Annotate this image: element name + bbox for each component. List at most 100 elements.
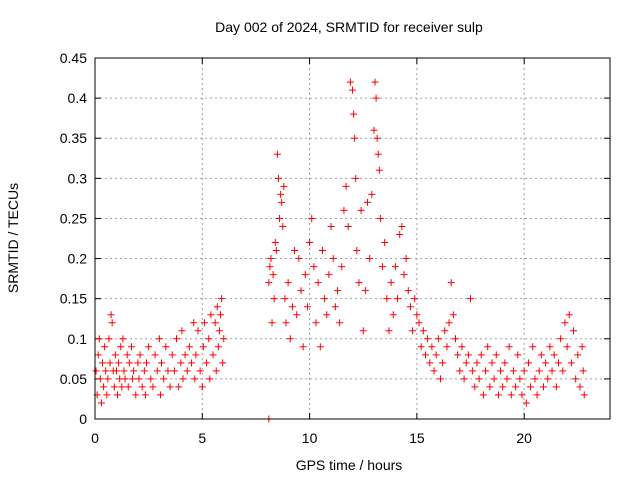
data-point-marker: [499, 383, 507, 391]
x-tick-label: 10: [302, 430, 318, 446]
data-point-marker: [486, 383, 494, 391]
data-point-marker: [370, 126, 378, 134]
y-tick-label: 0.35: [60, 130, 87, 146]
data-point-marker: [206, 375, 214, 383]
data-point-marker: [366, 255, 374, 263]
data-point-marker: [198, 383, 206, 391]
data-point-marker: [127, 343, 135, 351]
data-point-marker: [359, 327, 367, 335]
data-point-marker: [168, 351, 176, 359]
data-point-marker: [342, 182, 350, 190]
y-tick-label: 0.25: [60, 210, 87, 226]
data-point-marker: [445, 319, 453, 327]
data-point-marker: [155, 335, 163, 343]
data-point-marker: [546, 343, 554, 351]
data-point-marker: [153, 367, 161, 375]
data-point-marker: [105, 335, 113, 343]
data-point-marker: [280, 182, 288, 190]
data-point-marker: [518, 391, 526, 399]
data-point-marker: [447, 279, 455, 287]
data-point-marker: [469, 367, 477, 375]
data-point-marker: [265, 279, 273, 287]
data-point-marker: [391, 263, 399, 271]
data-point-marker: [336, 319, 344, 327]
x-tick-label: 5: [198, 430, 206, 446]
data-points: [92, 78, 588, 423]
data-point-marker: [371, 78, 379, 86]
data-point-marker: [415, 319, 423, 327]
data-point-marker: [143, 359, 150, 367]
data-point-marker: [424, 335, 432, 343]
data-point-marker: [548, 367, 556, 375]
data-point-marker: [303, 303, 311, 311]
data-point-marker: [381, 239, 389, 247]
data-point-marker: [327, 222, 335, 230]
data-point-marker: [306, 239, 314, 247]
data-point-marker: [497, 367, 505, 375]
data-point-marker: [274, 174, 282, 182]
y-tick-label: 0.05: [60, 371, 87, 387]
data-point-marker: [421, 351, 429, 359]
data-point-marker: [578, 343, 586, 351]
x-tick-label: 0: [91, 430, 99, 446]
x-tick-label: 20: [516, 430, 532, 446]
data-point-marker: [199, 343, 207, 351]
data-point-marker: [467, 295, 475, 303]
data-point-marker: [188, 359, 196, 367]
data-point-marker: [509, 367, 517, 375]
data-point-marker: [537, 351, 545, 359]
data-point-marker: [400, 271, 408, 279]
data-point-marker: [419, 327, 427, 335]
data-point-marker: [134, 359, 142, 367]
data-point-marker: [276, 214, 284, 222]
data-point-marker: [217, 311, 225, 319]
data-point-marker: [361, 287, 369, 295]
data-point-marker: [277, 190, 285, 198]
data-point-marker: [374, 150, 382, 158]
data-point-marker: [160, 375, 168, 383]
data-point-marker: [340, 206, 348, 214]
data-point-marker: [297, 287, 305, 295]
data-point-marker: [115, 359, 123, 367]
data-point-marker: [484, 343, 492, 351]
data-point-marker: [430, 367, 438, 375]
data-point-marker: [492, 351, 500, 359]
data-point-marker: [173, 335, 181, 343]
y-tick-label: 0.45: [60, 50, 87, 66]
data-point-marker: [333, 287, 341, 295]
data-point-marker: [375, 166, 383, 174]
data-point-marker: [295, 255, 303, 263]
y-tick-label: 0: [79, 411, 87, 427]
data-point-marker: [561, 319, 569, 327]
data-point-marker: [482, 367, 490, 375]
data-point-marker: [574, 351, 582, 359]
data-point-marker: [346, 78, 354, 86]
data-point-marker: [443, 343, 451, 351]
data-point-marker: [338, 263, 346, 271]
x-axis-label: GPS time / hours: [296, 457, 403, 473]
data-point-marker: [213, 303, 221, 311]
data-point-marker: [130, 367, 138, 375]
data-point-marker: [501, 359, 509, 367]
data-point-marker: [205, 335, 213, 343]
data-point-marker: [350, 110, 358, 118]
data-point-marker: [559, 367, 567, 375]
data-point-marker: [282, 319, 290, 327]
data-point-marker: [149, 383, 157, 391]
data-point-marker: [107, 311, 115, 319]
chart-title: Day 002 of 2024, SRMTID for receiver sul…: [215, 19, 483, 35]
data-point-marker: [286, 335, 294, 343]
data-point-marker: [372, 94, 380, 102]
data-point-marker: [456, 367, 464, 375]
data-point-marker: [308, 214, 316, 222]
data-point-marker: [293, 311, 301, 319]
data-point-marker: [464, 351, 472, 359]
data-point-marker: [512, 383, 520, 391]
data-point-marker: [114, 391, 122, 399]
data-point-marker: [138, 383, 146, 391]
data-point-marker: [471, 383, 479, 391]
data-point-marker: [103, 391, 111, 399]
data-point-marker: [278, 198, 286, 206]
data-point-marker: [312, 319, 320, 327]
